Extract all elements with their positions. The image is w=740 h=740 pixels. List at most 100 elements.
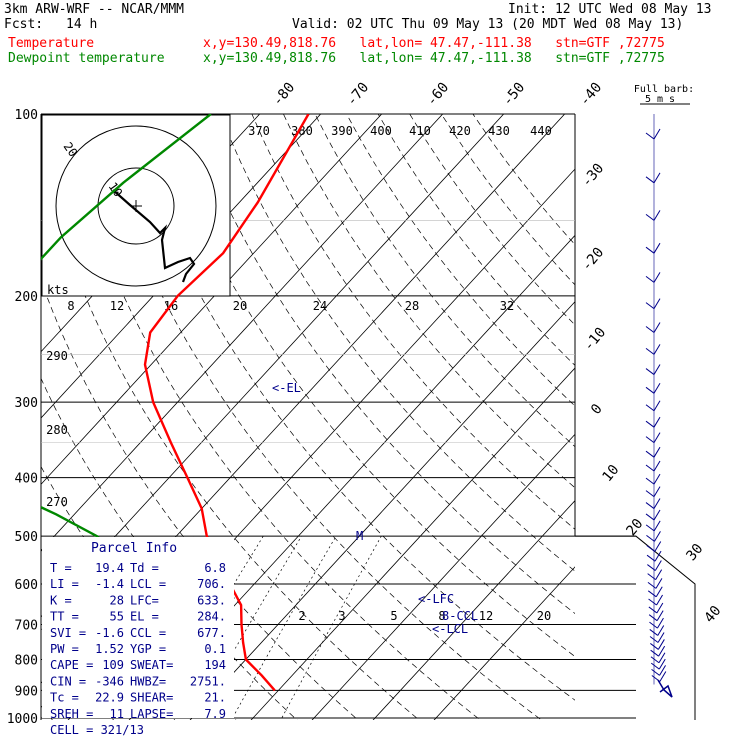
isotherm-line	[250, 367, 575, 720]
wind-barb	[650, 656, 660, 664]
wind-barb	[655, 586, 663, 598]
parcel-field-value: 0.1	[204, 642, 226, 656]
wind-barb	[653, 473, 661, 485]
parcel-field-label: SWEAT=	[130, 658, 173, 672]
pressure-label: 1000	[7, 712, 38, 727]
wind-barb	[645, 502, 655, 509]
pressure-label: 500	[15, 530, 38, 545]
wind-barb	[645, 368, 655, 375]
wind-barb	[645, 302, 655, 310]
parcel-cell: CELL = 321/13	[50, 723, 144, 737]
wind-barb	[645, 450, 655, 458]
lcl-marker: <-LCL	[432, 622, 468, 636]
speed-tick-label: 20	[233, 299, 247, 313]
dry-adiabat	[41, 160, 420, 720]
pressure-label: 900	[15, 684, 38, 699]
wind-barb	[645, 132, 655, 140]
theta-label: 420	[449, 124, 471, 138]
parcel-field-value: -1.4	[95, 577, 124, 591]
dry-adiabat	[219, 114, 575, 572]
parcel-field-label: Tc =	[50, 691, 79, 705]
parcel-field-value: 11	[110, 707, 124, 721]
parcel-field-value: 7.9	[204, 707, 226, 721]
wind-barb	[653, 486, 661, 497]
parcel-field-label: LCL =	[130, 577, 166, 591]
isotherm-label: -20	[579, 245, 608, 275]
wind-barb	[659, 671, 667, 682]
forecast-hour: 14 h	[66, 17, 98, 32]
parcel-field-label: TT =	[50, 610, 79, 624]
speed-tick-label: 24	[313, 299, 327, 313]
parcel-field-value: 21.	[204, 691, 226, 705]
theta-label: 290	[46, 349, 68, 363]
wind-barb	[653, 364, 661, 375]
wind-barb	[655, 569, 663, 580]
theta-label: 390	[331, 124, 353, 138]
wind-barb	[656, 594, 663, 606]
theta-label: 430	[488, 124, 510, 138]
wind-barb	[645, 326, 655, 333]
wind-barb	[650, 643, 659, 650]
isotherm-line	[41, 114, 505, 618]
wind-barb	[653, 272, 661, 283]
speed-tick-label: 8	[67, 299, 74, 313]
isotherm-label: -30	[579, 161, 608, 191]
parcel-field-value: -346	[95, 674, 124, 688]
barb-legend-units: 5 m s	[645, 94, 675, 105]
wind-barb	[658, 658, 666, 670]
isotherm-label: -40	[577, 80, 606, 110]
isotherm-label: 40	[701, 603, 724, 626]
parcel-field-label: SHEAR=	[130, 691, 173, 705]
hodograph-trace	[112, 189, 196, 283]
pressure-label: 100	[15, 108, 38, 123]
parcel-field-label: LI =	[50, 577, 79, 591]
wind-barb	[654, 550, 662, 562]
isotherm-label: 10	[599, 462, 622, 485]
isotherm-line	[41, 114, 322, 419]
parcel-field-value: 6.8	[204, 561, 226, 575]
wind-barb	[653, 172, 661, 184]
model-title: 3km ARW-WRF -- NCAR/MMM	[4, 2, 185, 17]
mixing-ratio-label: 8	[438, 609, 445, 623]
forecast-label: Fcst:	[4, 17, 44, 32]
wind-barb	[653, 383, 661, 394]
wind-barb	[650, 662, 660, 670]
wind-barb	[648, 606, 658, 614]
parcel-field-value: 19.4	[95, 561, 124, 575]
wind-barb	[645, 524, 655, 532]
parcel-field-label: K =	[50, 593, 72, 607]
wind-barb	[653, 416, 661, 428]
dewpoint-legend: Dewpoint temperature	[8, 51, 165, 66]
parcel-field-label: SVI =	[50, 626, 86, 640]
wind-barb	[653, 242, 661, 254]
parcel-field-label: CAPE =	[50, 658, 93, 672]
pressure-label: 300	[15, 396, 38, 411]
parcel-field-value: 28	[110, 593, 124, 607]
wind-barb	[651, 668, 660, 676]
wind-barb	[653, 322, 661, 333]
wind-barb	[659, 665, 666, 676]
pressure-label: 600	[15, 578, 38, 593]
wind-barb	[647, 573, 656, 580]
parcel-field-label: PW =	[50, 642, 79, 656]
wind-barb	[653, 432, 661, 443]
pressure-label: 200	[15, 290, 38, 305]
wind-barb	[654, 541, 662, 552]
init-time: Init: 12 UTC Wed 08 May 13	[508, 2, 712, 17]
dry-adiabat	[314, 114, 575, 448]
right-step-axis	[575, 535, 696, 720]
temperature-legend: Temperature	[8, 36, 95, 51]
parcel-field-value: 284.	[197, 610, 226, 624]
mixing-ratio-label: 20	[537, 609, 551, 623]
parcel-field-label: Td =	[130, 561, 159, 575]
parcel-info-title: Parcel Info	[91, 541, 177, 556]
speed-tick-label: 28	[405, 299, 419, 313]
parcel-field-label: YGP =	[130, 642, 166, 656]
dry-adiabat	[346, 114, 575, 407]
hodograph-ring-20	[55, 125, 217, 287]
isotherm-label: -80	[270, 80, 299, 110]
temperature-profile	[143, 114, 310, 692]
wind-barb	[645, 213, 655, 221]
wind-barb	[653, 298, 661, 309]
lfc-marker: <-LFC	[418, 592, 454, 606]
